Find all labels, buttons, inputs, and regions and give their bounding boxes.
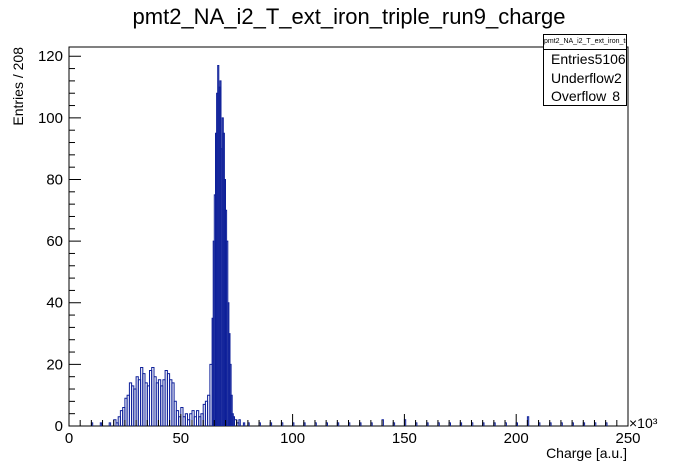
stats-label: Overflow: [551, 88, 607, 104]
y-tick-label: 80: [46, 171, 63, 188]
stats-label: Underflow: [551, 69, 615, 86]
y-tick-label: 40: [46, 295, 63, 312]
y-tick-label: 120: [38, 48, 63, 65]
x-tick-label: 50: [172, 430, 189, 447]
histogram-bars: [90, 65, 608, 426]
stats-row-overflow: Overflow 8: [544, 87, 626, 106]
histogram-bin: [99, 422, 103, 426]
histogram-bin: [230, 394, 233, 426]
plot-frame: [68, 46, 629, 427]
x-tick-label: 200: [504, 430, 529, 447]
histogram-bin: [242, 422, 246, 426]
x-axis: 0 50 100 150 200 250: [65, 414, 641, 447]
stats-label: Entries: [551, 51, 595, 67]
x-tick-label: 250: [615, 430, 640, 447]
y-axis: 0 20 40 60 80 100 120: [38, 48, 81, 435]
x-tick-label: 0: [65, 430, 73, 447]
x-axis-exponent: ×10³: [629, 415, 658, 431]
stats-value: 2: [614, 69, 622, 86]
y-axis-title: Entries / 208: [10, 47, 26, 126]
x-tick-label: 150: [392, 430, 417, 447]
y-tick-label: 0: [55, 418, 63, 435]
histogram-bin: [108, 422, 112, 426]
y-tick-label: 20: [46, 356, 63, 373]
stats-row-entries: Entries 5106: [544, 50, 626, 69]
chart-title: pmt2_NA_i2_T_ext_iron_triple_run9_charge: [133, 4, 566, 29]
plot-area: 0 50 100 150 200 250 0 20 40 60 80 100 120: [38, 46, 641, 447]
x-tick-label: 100: [280, 430, 305, 447]
y-tick-label: 60: [46, 233, 63, 250]
stats-value: 8: [612, 88, 620, 104]
histogram-bin: [238, 419, 241, 426]
stats-box: pmt2_NA_i2_T_ext_iron_triple_run9_charge…: [543, 34, 627, 106]
stats-value: 5106: [594, 51, 626, 67]
stats-row-underflow: Underflow 2: [544, 69, 626, 88]
x-axis-title: Charge [a.u.]: [546, 445, 627, 461]
stats-header: pmt2_NA_i2_T_ext_iron_triple_run9_charge: [544, 35, 626, 50]
y-tick-label: 100: [38, 110, 63, 127]
